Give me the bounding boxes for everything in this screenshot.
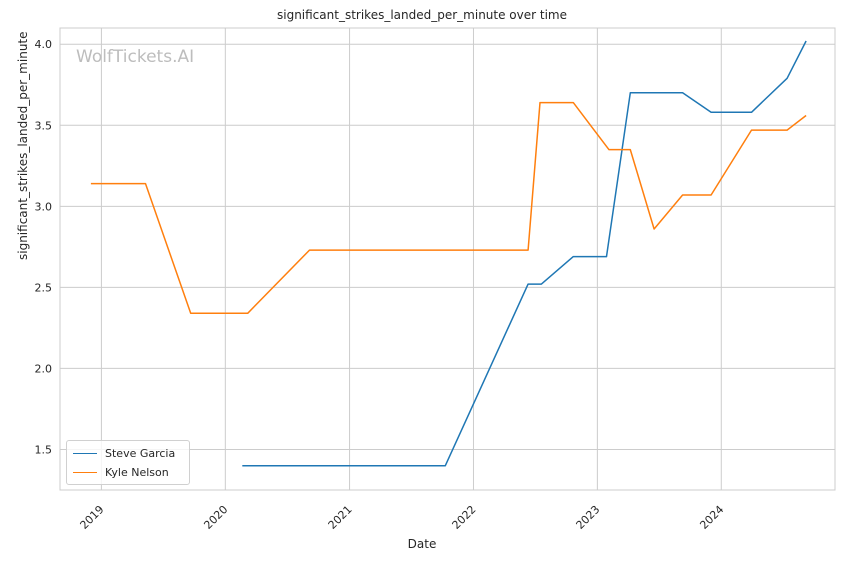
x-tick-label: 2019 [78,503,107,532]
legend-label-kyle-nelson: Kyle Nelson [105,465,169,479]
legend-item-kyle-nelson: Kyle Nelson [73,464,169,480]
y-tick-label: 4.0 [35,38,53,51]
y-tick-label: 3.0 [35,200,53,213]
x-tick-label: 2024 [697,503,726,532]
y-tick-label: 1.5 [35,443,53,456]
legend: Steve Garcia Kyle Nelson [66,440,190,485]
x-axis-label: Date [407,537,437,551]
x-tick-label: 2022 [450,503,479,532]
plot-area [59,27,836,491]
x-tick-label: 2023 [574,503,603,532]
x-tick-label: 2021 [326,503,355,532]
legend-item-steve-garcia: Steve Garcia [73,445,175,461]
chart-title: significant_strikes_landed_per_minute ov… [276,8,567,22]
y-axis-label: significant_strikes_landed_per_minute [16,31,30,260]
legend-label-steve-garcia: Steve Garcia [105,446,176,460]
y-tick-label: 2.5 [35,281,53,294]
series-line-kyle-nelson [90,101,807,315]
legend-swatch-kyle-nelson [73,471,97,473]
legend-swatch-steve-garcia [73,452,97,454]
x-tick-label: 2020 [201,503,230,532]
series-line-steve-garcia [242,40,807,467]
watermark: WolfTickets.AI [76,47,195,67]
y-tick-label: 2.0 [35,362,53,375]
y-tick-label: 3.5 [35,119,53,132]
